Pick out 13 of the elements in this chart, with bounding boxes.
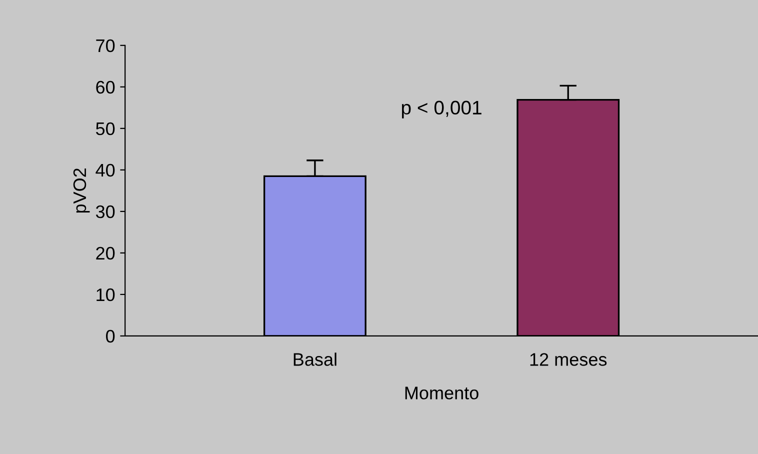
y-tick-label: 50 [96,122,115,136]
y-tick-label: 20 [96,246,115,260]
y-axis-title: pVO2 [73,168,90,213]
y-tick-label: 40 [96,164,115,177]
y-tick-label: 60 [96,80,115,94]
annotation: p < 0,001 [402,100,482,118]
y-tick-label: 10 [96,288,115,302]
y-tick-label: 0 [106,330,115,343]
y-tick-label: 70 [96,39,115,52]
y-tick-label: 30 [96,205,115,218]
x-axis-title: Momento [405,386,478,400]
x-tick-label: Basal [294,352,336,366]
x-tick-label: 12 meses [530,353,607,366]
